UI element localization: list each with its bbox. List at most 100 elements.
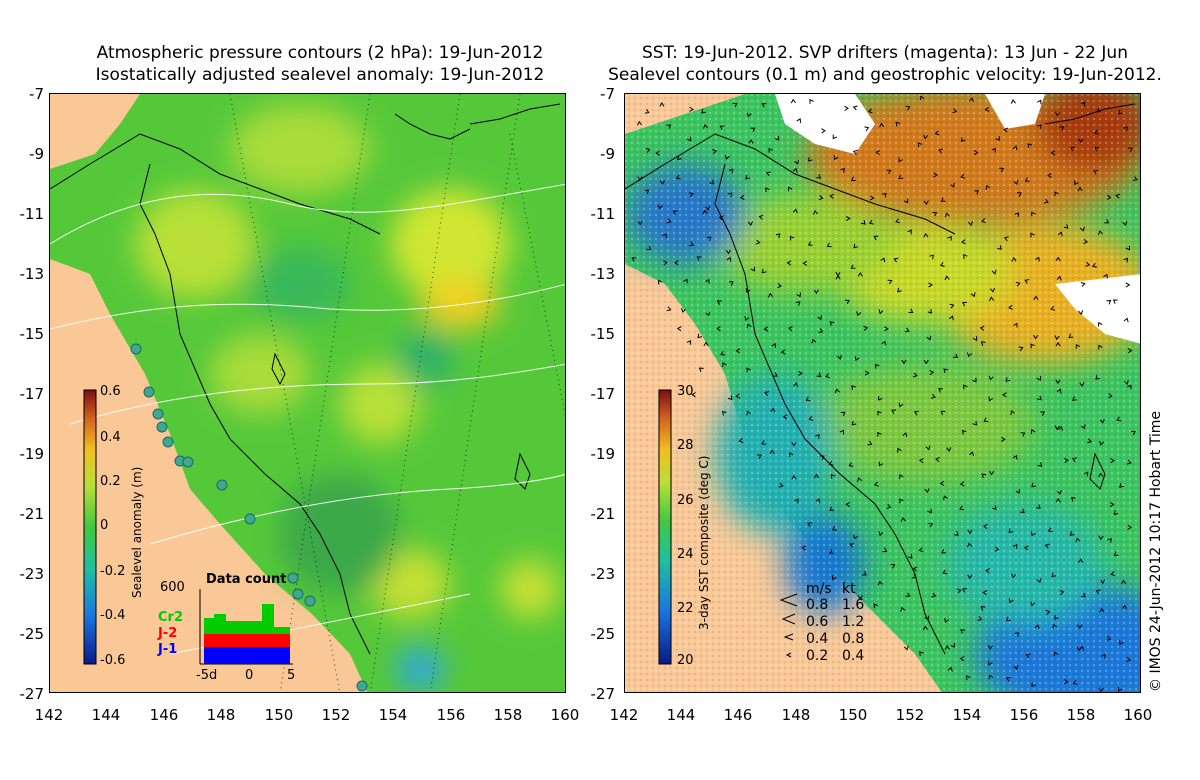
velocity-arrow [1033,334,1039,340]
velocity-arrow [940,197,946,202]
right-xtick: 144 [666,706,696,724]
velocity-arrow [931,393,936,399]
velocity-arrow [738,438,744,444]
velocity-arrow [802,260,808,266]
velocity-arrow [796,118,801,123]
velocity-arrow [1126,656,1132,662]
velocity-arrow [747,221,753,227]
velocity-arrow [644,109,650,114]
velocity-arrow [728,168,734,174]
velocity-arrow [1031,531,1036,537]
velocity-arrow [851,385,856,390]
velocity-arrow [897,287,902,293]
velocity-arrow [828,549,834,554]
velocity-arrow [1031,682,1036,688]
velocity-arrow [769,449,775,455]
velocity-arrow [844,105,849,111]
right-colorbar-label: 3-day SST composite (deg C) [697,455,711,630]
velocity-arrow [792,167,798,173]
left-xtick: 158 [493,706,523,724]
right-ytick: -27 [590,685,616,703]
velocity-arrow [833,155,839,161]
velocity-arrow [819,455,825,460]
velocity-legend-ms: 0.4 [806,631,829,647]
velocity-arrow [831,575,837,580]
data-count-label-j2: J-2 [158,626,178,641]
velocity-arrow [790,98,796,104]
velocity-arrow [763,326,768,332]
data-count-xtick: 5 [287,668,296,683]
velocity-arrow [1119,640,1124,646]
velocity-arrow [880,257,886,263]
velocity-arrow [882,547,888,553]
velocity-arrow [702,123,708,129]
velocity-arrow [864,370,870,376]
velocity-arrow [818,328,824,333]
velocity-arrow [1003,236,1009,242]
velocity-arrow [1030,428,1036,434]
velocity-arrow [900,516,906,522]
velocity-legend-kt: 1.2 [842,614,865,630]
velocity-arrow [867,440,873,446]
velocity-arrow [980,341,986,346]
velocity-arrow [676,326,682,332]
velocity-arrow [852,105,858,111]
velocity-arrow [911,573,917,579]
velocity-arrow [932,212,938,217]
left-cb-tick: 0.2 [100,474,121,489]
left-cb-tick: -0.4 [100,608,126,623]
data-count-xtick: -5d [196,668,218,683]
velocity-arrow [1079,382,1085,387]
velocity-arrow [919,95,925,101]
velocity-arrow [829,193,835,199]
velocity-arrow [791,474,797,480]
velocity-arrow [758,214,764,220]
velocity-arrow [1055,256,1061,262]
velocity-arrow [944,645,950,650]
velocity-arrow [673,260,679,266]
velocity-arrow [912,566,918,572]
velocity-arrow [961,239,966,245]
velocity-arrow [862,571,867,576]
velocity-arrow [967,542,973,548]
velocity-arrow [1053,651,1059,657]
velocity-arrow [980,606,986,611]
velocity-arrow [1094,146,1100,152]
velocity-arrow [726,256,732,262]
velocity-arrow [1112,299,1118,304]
velocity-arrow [696,256,702,261]
velocity-arrow [659,102,665,107]
velocity-arrow [829,321,835,326]
velocity-arrow [659,180,665,185]
velocity-arrow [791,441,797,447]
velocity-arrow [1083,471,1089,477]
velocity-arrow [1055,497,1061,503]
velocity-arrow [813,289,819,295]
velocity-arrow [922,625,928,631]
velocity-arrow [881,340,887,346]
velocity-arrow [765,187,770,193]
velocity-arrow [1078,558,1084,564]
data-count-label-j1: J-1 [158,642,178,657]
velocity-arrow [705,205,711,211]
velocity-arrow [789,452,794,458]
right-ytick: -11 [590,205,616,223]
velocity-legend-kt: 0.4 [842,648,865,664]
velocity-arrow [857,272,863,277]
velocity-arrow [815,498,820,504]
velocity-arrow [927,308,933,314]
velocity-arrow [867,108,873,114]
left-cb-tick: 0.6 [100,384,121,399]
velocity-arrow [1037,99,1042,105]
sealevel-anomaly-map [49,93,566,693]
velocity-arrow [898,157,903,163]
velocity-arrow [988,375,994,381]
velocity-arrow [903,645,909,651]
velocity-arrow [1121,579,1127,585]
coastline [625,103,1136,655]
velocity-arrow [826,242,832,248]
velocity-arrow [1024,177,1030,182]
coastline [50,103,561,655]
right-cb-tick: 26 [677,493,694,508]
velocity-arrow [787,186,793,192]
